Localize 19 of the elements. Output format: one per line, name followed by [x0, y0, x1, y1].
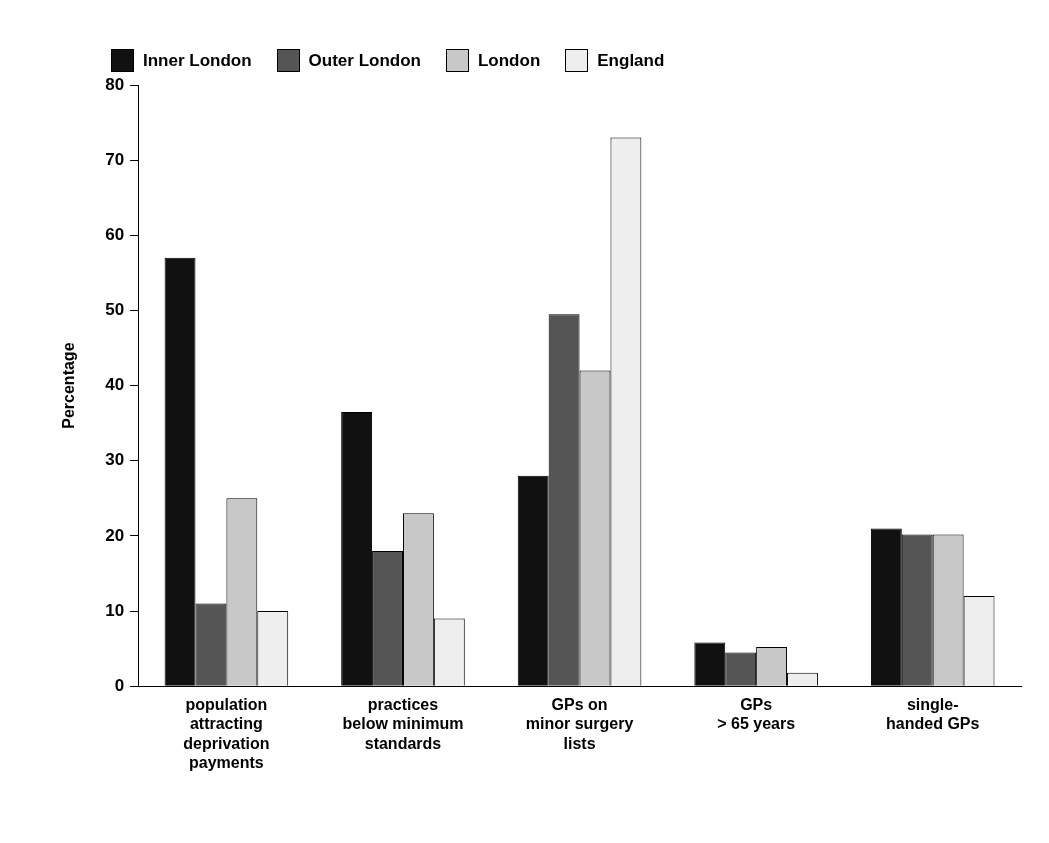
x-tick-label: population attracting deprivation payments: [183, 696, 270, 771]
y-tick-label: 60: [105, 224, 125, 244]
x-tick-label: practices below minimum standards: [342, 696, 464, 752]
legend-label: London: [477, 50, 541, 71]
legend-label: Outer London: [308, 50, 421, 71]
legend-label: Inner London: [143, 50, 252, 71]
y-axis-title: Percentage: [60, 342, 78, 429]
x-tick-label: single- handed GPs: [886, 696, 980, 733]
y-tick-label: 20: [105, 525, 125, 545]
x-tick-label: GPs on minor surgery lists: [525, 696, 634, 752]
y-tick-label: 50: [105, 300, 125, 320]
y-tick-label: 70: [105, 149, 125, 169]
y-tick-label: 80: [105, 74, 125, 94]
legend-label: England: [597, 50, 665, 71]
y-tick-label: 0: [114, 675, 125, 695]
y-tick-label: 30: [105, 450, 125, 470]
y-tick-label: 10: [105, 600, 125, 620]
y-tick-label: 40: [105, 375, 125, 395]
x-tick-label: GPs > 65 years: [717, 696, 796, 733]
